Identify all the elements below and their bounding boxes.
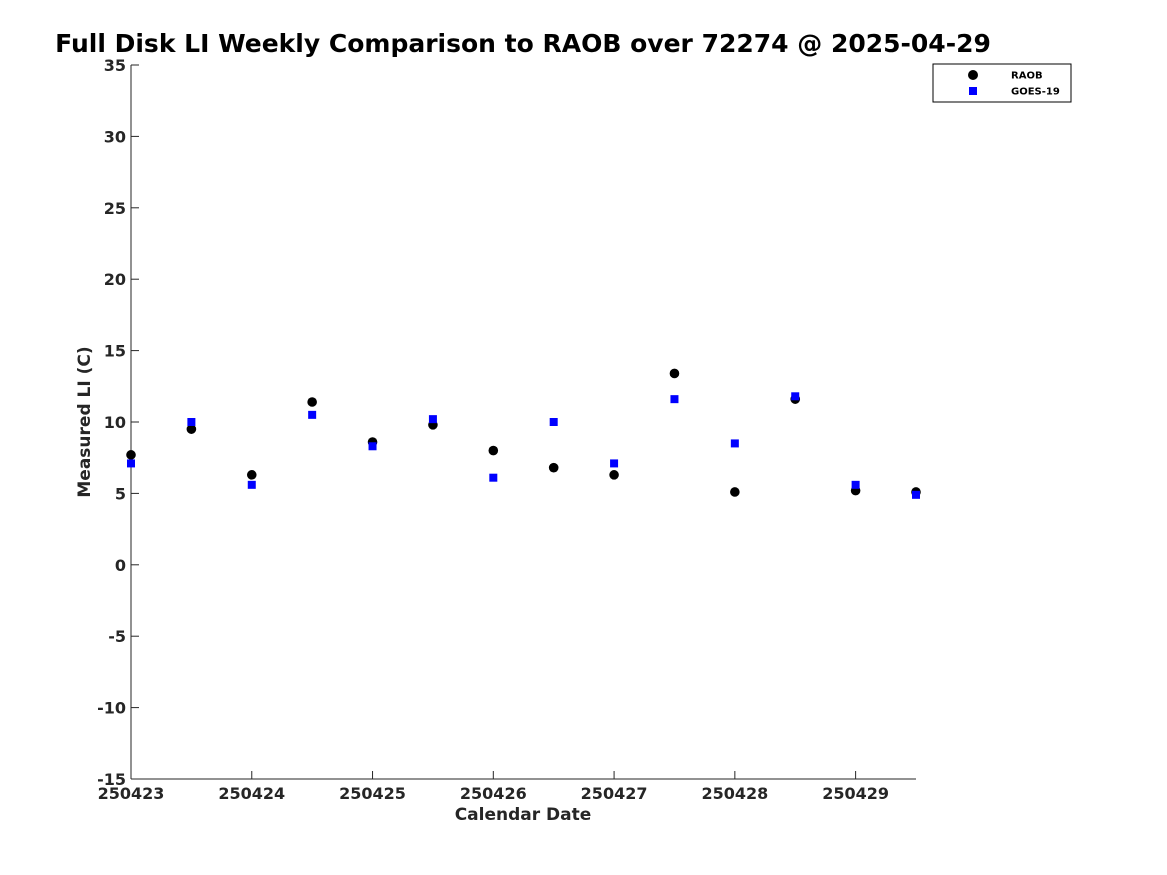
goes19-point [308,410,317,419]
y-tick-label: 15 [104,342,126,361]
x-tick-label: 250428 [701,784,768,803]
goes19-point [489,473,498,482]
goes19-point [730,439,739,448]
y-tick-label: 25 [104,199,126,218]
y-tick-label: -10 [97,699,126,718]
axes [130,65,916,780]
y-tick-label: 5 [115,484,126,503]
chart-title: Full Disk LI Weekly Comparison to RAOB o… [55,29,991,58]
y-tick-label: 10 [104,413,126,432]
goes19-point [851,480,860,489]
y-tick-label: -15 [97,770,126,789]
legend: RAOB GOES-19 [932,63,1072,103]
x-tick-label: 250424 [218,784,285,803]
goes19-point [187,418,196,426]
raob-point [609,470,619,480]
goes19-point [247,480,256,489]
raob-point [246,470,257,480]
raob-point [186,424,197,434]
goes19-point [912,490,920,499]
legend-goes19-marker [969,87,977,95]
y-axis-label: Measured LI (C) [75,346,95,497]
goes19-point [368,442,377,451]
legend-goes19-label: GOES-19 [1011,87,1060,98]
x-tick-label: 250425 [339,784,406,803]
y-tick-label: 30 [104,127,126,146]
legend-box [932,63,1072,103]
y-tick-label: -5 [108,627,126,646]
raob-point [669,368,680,379]
goes19-point [610,459,619,468]
raob-point [730,487,740,497]
goes19-point [428,415,437,424]
y-ticks: -15 -10 -5 0 5 10 15 20 25 30 35 [97,56,139,789]
y-tick-label: 35 [104,56,126,75]
legend-raob-label: RAOB [1011,71,1043,82]
x-tick-label: 250423 [98,784,165,803]
goes19-point [549,418,558,426]
x-tick-label: 250429 [822,784,889,803]
legend-raob-marker [968,70,978,80]
raob-point [126,450,136,460]
y-tick-label: 0 [115,556,126,575]
x-ticks: 250423 250424 250425 250426 250427 250428 2504… [98,771,889,803]
raob-point [488,445,499,456]
goes19-point [670,395,679,404]
goes19-point [127,459,135,468]
data-points [126,368,921,499]
raob-point [307,397,317,407]
x-tick-label: 250426 [460,784,527,803]
x-axis-label: Calendar Date [455,805,592,825]
goes19-point [791,392,800,401]
y-tick-label: 20 [104,270,126,289]
raob-point [548,462,559,473]
x-tick-label: 250427 [581,784,648,803]
